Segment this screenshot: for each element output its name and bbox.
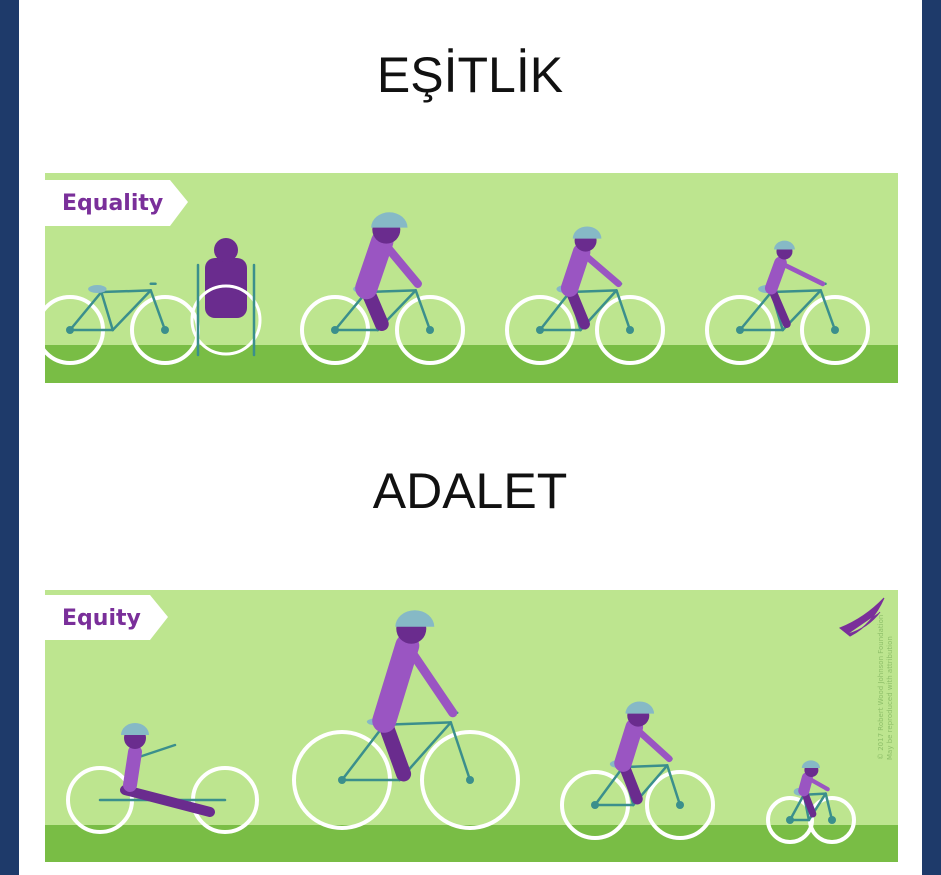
rider-torso	[366, 241, 382, 288]
label-text: Equality	[62, 191, 163, 216]
hub	[338, 776, 346, 784]
rider-torso	[623, 727, 634, 763]
hub	[331, 326, 339, 334]
rider-torso	[570, 252, 582, 288]
hub	[676, 801, 684, 809]
credit-line: © 2017 Robert Wood Johnson Foundation	[877, 615, 885, 760]
bike-frame	[101, 290, 150, 292]
label-text: Equity	[62, 606, 141, 631]
hub	[786, 816, 794, 824]
hub	[66, 326, 74, 334]
rider-torso	[130, 752, 135, 785]
hub	[828, 816, 836, 824]
section-title: ADALET	[373, 463, 568, 519]
hub	[466, 776, 474, 784]
bike-seat	[88, 285, 106, 293]
credit-line: May be reproduced with attribution	[886, 636, 894, 760]
bike-frame	[771, 290, 820, 292]
page: EŞİTLİK ADALET Equality Equity © 2017 Ro…	[0, 0, 941, 875]
credit: © 2017 Robert Wood Johnson Foundation Ma…	[877, 615, 894, 760]
hub	[736, 326, 744, 334]
scene-background	[45, 590, 898, 862]
hub	[626, 326, 634, 334]
infographic: EŞİTLİK ADALET Equality Equity © 2017 Ro…	[0, 0, 941, 875]
section-title: EŞİTLİK	[377, 47, 563, 103]
hub	[831, 326, 839, 334]
wheelchair-head	[214, 238, 238, 262]
rider-torso	[771, 263, 780, 288]
hub	[591, 801, 599, 809]
hub	[161, 326, 169, 334]
hub	[536, 326, 544, 334]
hub	[426, 326, 434, 334]
